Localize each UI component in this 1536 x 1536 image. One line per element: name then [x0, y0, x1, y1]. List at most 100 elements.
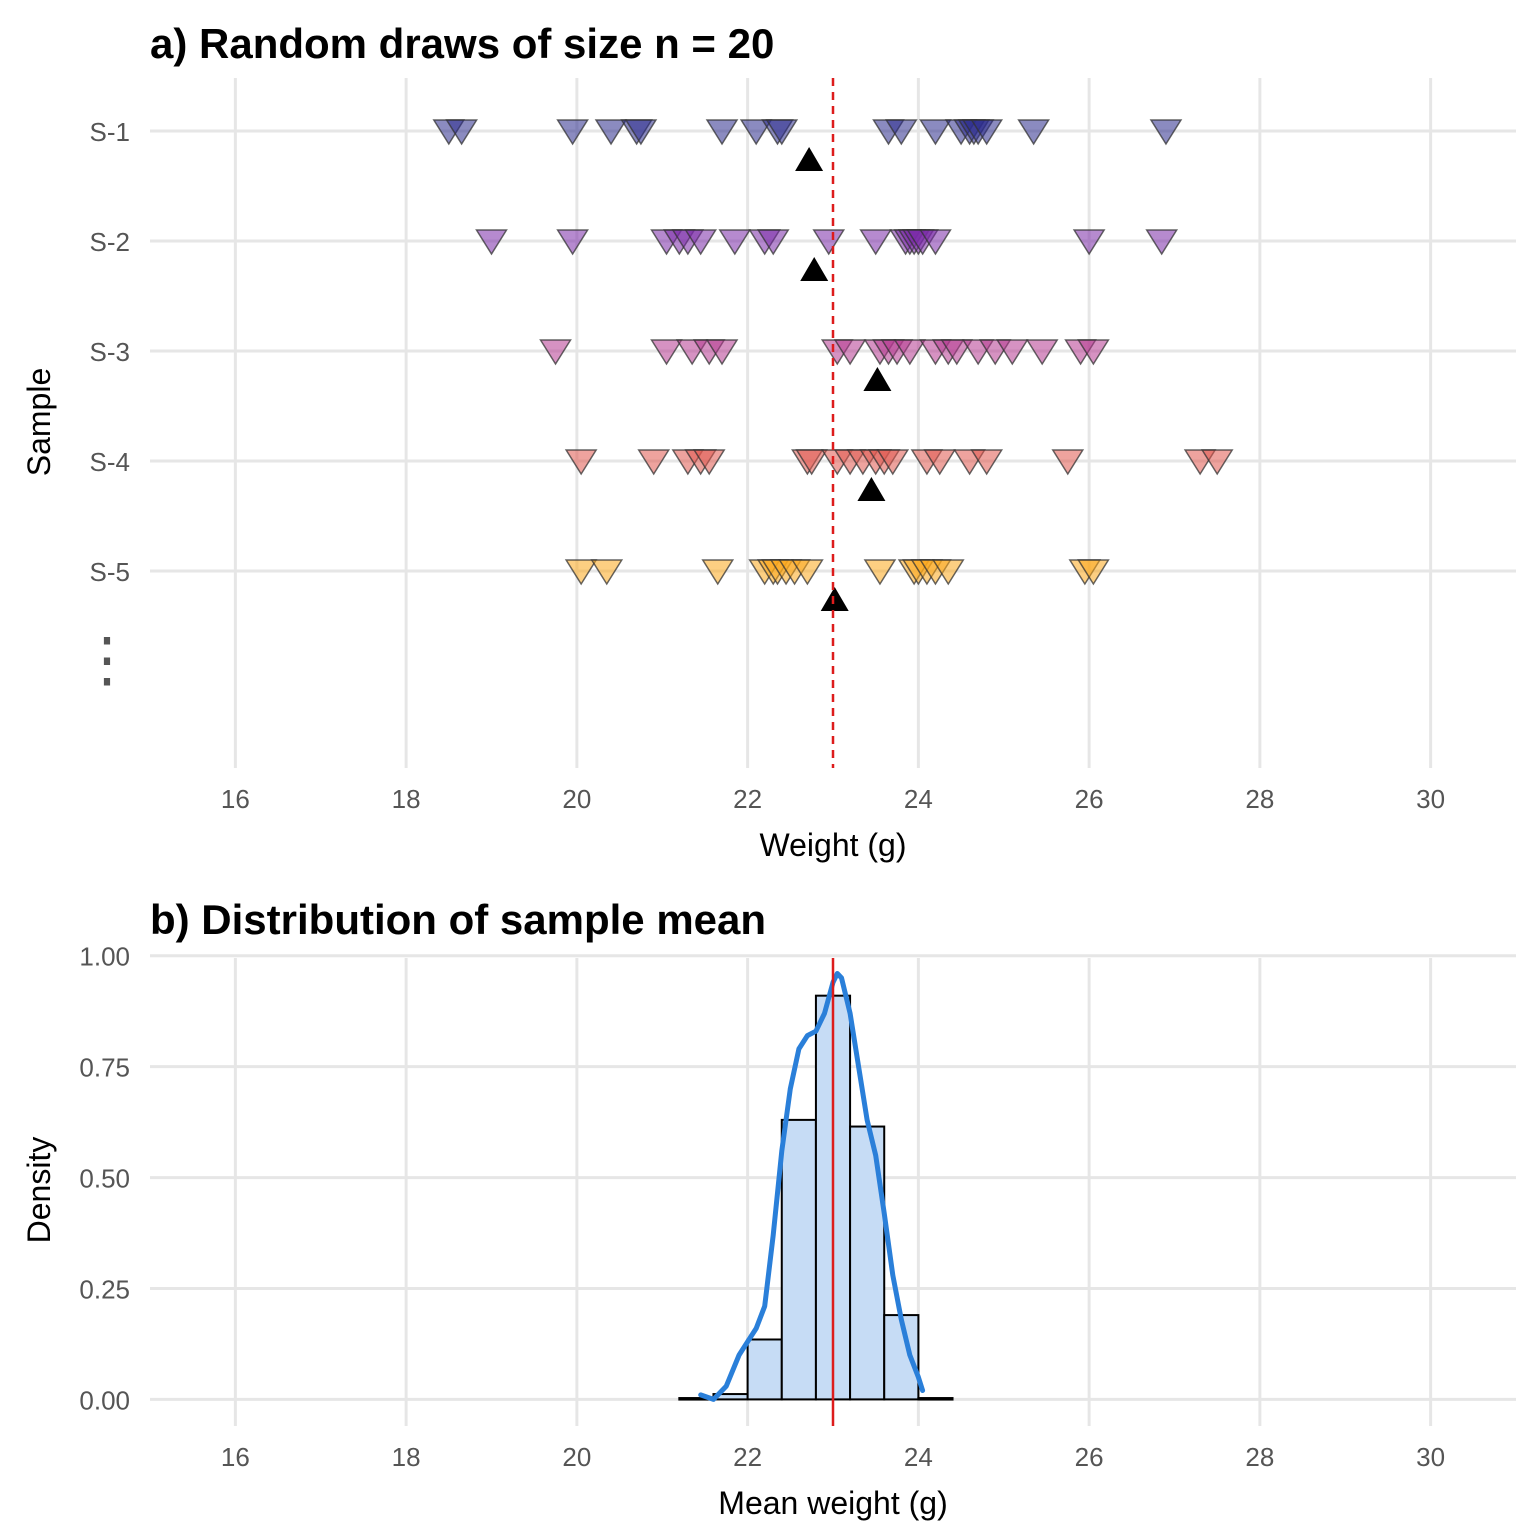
histogram-bar	[917, 1397, 954, 1401]
panel-b: b) Distribution of sample mean 0.000.250…	[21, 896, 1516, 1521]
panel-b-y-tick-label: 0.25	[79, 1274, 130, 1304]
panel-b-x-tick-label: 22	[733, 1442, 762, 1472]
sample-mean-marker	[857, 477, 886, 501]
continuation-marker: ⋮	[77, 626, 137, 693]
sample-point	[650, 339, 683, 366]
sample-point	[624, 119, 658, 146]
panel-a-x-ticks: 16 18 20 22 24 26 28 30	[221, 784, 1445, 814]
sample-point	[705, 339, 739, 366]
panel-a-x-tick-label: 28	[1245, 784, 1274, 814]
sample-point	[705, 119, 739, 146]
panel-b-y-axis-title: Density	[21, 1137, 57, 1244]
panel-a-x-axis-title: Weight (g)	[759, 827, 906, 863]
panel-a-y-ticks: S-1 S-2 S-3 S-4 S-5	[90, 117, 130, 587]
sample-point	[859, 229, 893, 256]
sample-point	[893, 339, 927, 366]
panel-b-y-tick-label: 1.00	[79, 942, 130, 972]
sample-point	[701, 559, 735, 586]
panel-a-y-tick-label: S-5	[90, 557, 130, 587]
sample-point	[1145, 229, 1179, 256]
sample-point	[539, 339, 572, 366]
panel-b-x-tick-label: 16	[221, 1442, 250, 1472]
panel-a-y-tick-label: S-2	[90, 227, 130, 257]
sample-point	[1017, 119, 1050, 146]
sample-point	[995, 339, 1029, 366]
panel-a-x-tick-label: 16	[221, 784, 250, 814]
sample-mean-marker	[863, 367, 892, 391]
sample-point	[931, 559, 965, 586]
panel-a-x-tick-label: 24	[904, 784, 933, 814]
sample-point	[594, 119, 628, 146]
sample-point	[1200, 449, 1234, 476]
sample-point	[940, 339, 974, 366]
sample-point	[1072, 229, 1106, 256]
panel-a-y-tick-label: S-3	[90, 337, 130, 367]
sample-point	[791, 559, 824, 586]
sample-mean-marker	[820, 587, 849, 611]
sample-point	[1077, 339, 1110, 366]
sample-point	[795, 449, 829, 476]
sample-point	[863, 559, 897, 586]
panel-a-x-tick-label: 22	[733, 784, 762, 814]
panel-b-x-tick-label: 26	[1075, 1442, 1104, 1472]
sample-mean-marker	[795, 147, 824, 171]
panel-b-x-ticks: 16 18 20 22 24 26 28 30	[221, 1442, 1445, 1472]
panel-a-points	[432, 119, 1234, 586]
panel-a-y-tick-label: S-1	[90, 117, 130, 147]
sample-point	[756, 229, 790, 256]
sample-point	[684, 229, 718, 256]
panel-b-x-tick-label: 28	[1245, 1442, 1274, 1472]
panel-a-means	[795, 147, 892, 611]
panel-a-y-tick-label: S-4	[90, 447, 130, 477]
sample-mean-marker	[800, 257, 829, 281]
sample-point	[718, 229, 752, 256]
panel-a-title: a) Random draws of size n = 20	[150, 20, 774, 67]
histogram-bar	[746, 1338, 783, 1401]
panel-b-x-tick-label: 18	[392, 1442, 421, 1472]
sample-point	[765, 119, 799, 146]
sample-point	[637, 449, 671, 476]
sample-point	[590, 559, 624, 586]
panel-a: a) Random draws of size n = 20 S-1 S-2 S-3…	[21, 20, 1516, 863]
sample-point	[475, 229, 508, 256]
sample-point	[692, 449, 726, 476]
panel-b-x-tick-label: 30	[1416, 1442, 1445, 1472]
sample-point	[919, 229, 952, 256]
sample-point	[1077, 559, 1110, 586]
sample-point	[556, 229, 589, 256]
panel-b-x-tick-label: 20	[562, 1442, 591, 1472]
panel-b-histogram	[678, 994, 954, 1401]
sample-point	[1051, 449, 1085, 476]
panel-a-x-tick-label: 18	[392, 784, 421, 814]
sample-point	[919, 119, 952, 146]
sample-point	[923, 449, 957, 476]
sample-point	[876, 449, 910, 476]
panel-b-y-tick-label: 0.50	[79, 1164, 130, 1194]
sample-point	[1025, 339, 1059, 366]
panel-b-x-tick-label: 24	[904, 1442, 933, 1472]
sample-point	[445, 119, 478, 146]
panel-b-density-curve	[698, 971, 926, 1402]
panel-b-x-axis-title: Mean weight (g)	[718, 1485, 947, 1521]
histogram-bar	[780, 1118, 817, 1401]
panel-b-title: b) Distribution of sample mean	[150, 896, 766, 943]
panel-a-x-tick-label: 26	[1075, 784, 1104, 814]
sample-point	[812, 229, 846, 256]
sample-point	[1149, 119, 1183, 146]
sample-point	[564, 449, 598, 476]
sample-point	[833, 339, 867, 366]
sample-point	[970, 119, 1004, 146]
panel-b-y-tick-label: 0.75	[79, 1053, 130, 1083]
sample-point	[564, 559, 598, 586]
panel-b-y-ticks: 0.00 0.25 0.50 0.75 1.00	[79, 942, 130, 1416]
density-curve-line	[698, 971, 926, 1402]
panel-a-x-tick-label: 30	[1416, 784, 1445, 814]
sample-point	[556, 119, 589, 146]
sample-point	[970, 449, 1004, 476]
sample-point	[884, 119, 918, 146]
panel-a-y-axis-title: Sample	[21, 368, 57, 477]
sample-point	[739, 119, 773, 146]
panel-b-y-tick-label: 0.00	[79, 1385, 130, 1415]
panel-a-x-tick-label: 20	[562, 784, 591, 814]
